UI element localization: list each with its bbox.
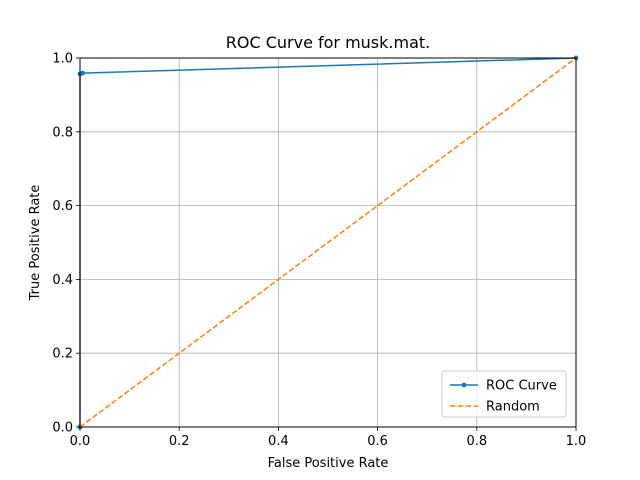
x-tick-label: 1.0 — [566, 434, 587, 449]
x-tick-label: 0.0 — [70, 434, 91, 449]
y-tick-label: 0.8 — [52, 125, 73, 140]
legend: ROC Curve Random — [441, 370, 567, 418]
random-line — [79, 57, 577, 428]
y-tick-label: 1.0 — [52, 52, 73, 67]
y-tick-label: 0.2 — [52, 347, 73, 362]
legend-box — [441, 370, 567, 418]
y-tick-label: 0.4 — [52, 273, 73, 288]
x-tick-label: 0.2 — [169, 434, 190, 449]
chart-title: ROC Curve for musk.mat. — [226, 33, 431, 52]
y-tick-label: 0.6 — [52, 199, 73, 214]
x-axis-label: False Positive Rate — [268, 456, 389, 471]
legend-marker-roc-curve — [461, 382, 467, 388]
roc-curve-point — [80, 70, 85, 76]
plot-frame — [79, 57, 577, 428]
y-axis-label: True Positive Rate — [28, 185, 43, 302]
x-tick-label: 0.8 — [466, 434, 487, 449]
y-tick-label: 0.0 — [52, 421, 73, 436]
legend-label-roc-curve: ROC Curve — [486, 379, 557, 394]
axis-ticks: 0.0 0.2 0.4 0.6 0.8 1.0 0.0 0.2 0.4 0.6 0.8 1.0 — [52, 52, 586, 450]
legend-label-random: Random — [486, 400, 540, 415]
x-tick-label: 0.4 — [268, 434, 289, 449]
x-tick-label: 0.6 — [367, 434, 388, 449]
